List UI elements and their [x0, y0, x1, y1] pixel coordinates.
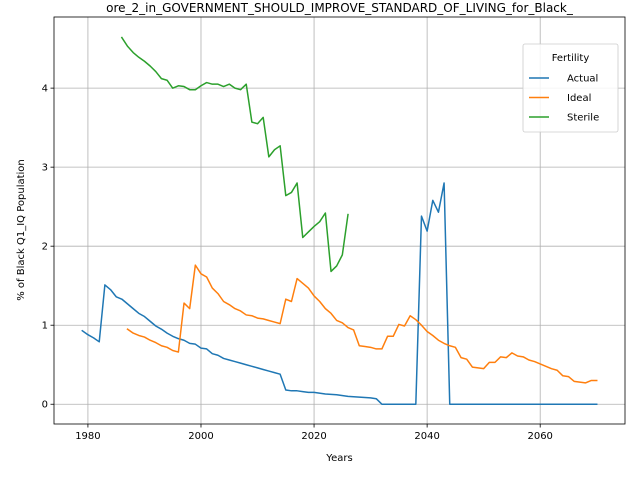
legend-box	[522, 43, 619, 133]
x-tick-label: 2000	[188, 431, 213, 442]
legend: Fertility Actual Ideal Sterile	[522, 43, 619, 133]
x-tick-label: 2040	[414, 431, 439, 442]
legend-label-sterile: Sterile	[567, 113, 599, 124]
x-tick-label: 2060	[527, 431, 552, 442]
y-tick-label: 0	[42, 400, 48, 411]
axis-ticks: 1980 2000 2020 2040 2060 0 1 2 3 4	[42, 84, 553, 442]
plot-frame	[53, 16, 626, 425]
y-tick-label: 1	[42, 321, 48, 332]
y-axis-label: % of Black Q1_IQ Population	[16, 159, 27, 301]
series-line-ideal	[126, 264, 598, 384]
x-tick-label: 2020	[301, 431, 326, 442]
chart-title: ore_2_in_GOVERNMENT_SHOULD_IMPROVE_STAND…	[106, 1, 574, 15]
legend-label-actual: Actual	[567, 74, 598, 85]
x-tick-label: 1980	[75, 431, 100, 442]
series-layer	[81, 36, 598, 405]
x-axis-label: Years	[325, 453, 352, 464]
legend-entries: Actual Ideal Sterile	[529, 74, 599, 124]
legend-label-ideal: Ideal	[567, 93, 591, 104]
legend-title: Fertility	[552, 53, 590, 64]
y-tick-label: 3	[42, 163, 48, 174]
series-line-actual	[81, 182, 598, 405]
series-line-sterile	[120, 36, 349, 273]
y-tick-label: 2	[42, 242, 48, 253]
y-tick-label: 4	[42, 84, 48, 95]
